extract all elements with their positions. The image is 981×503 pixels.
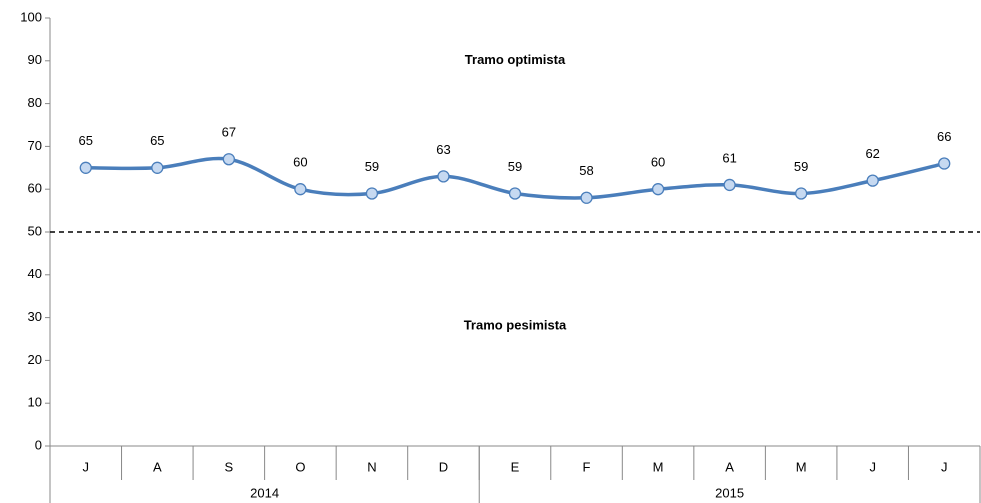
data-label: 62 <box>865 146 879 161</box>
point <box>151 161 164 174</box>
y-tick-label: 50 <box>28 223 42 238</box>
data-label: 60 <box>293 155 307 170</box>
point <box>580 191 593 204</box>
data-label: 67 <box>222 125 236 140</box>
point <box>651 183 665 196</box>
point <box>723 178 736 192</box>
point <box>508 187 522 200</box>
point <box>938 157 951 170</box>
point <box>79 161 92 174</box>
y-tick-label: 40 <box>28 266 42 281</box>
data-label: 58 <box>579 163 593 178</box>
group-label: 2014 <box>250 485 279 500</box>
x-tick-label: A <box>725 459 734 474</box>
x-tick-label: O <box>295 459 305 474</box>
y-tick-label: 100 <box>20 9 42 24</box>
y-tick-label: 60 <box>28 181 42 196</box>
x-tick-label: F <box>583 459 591 474</box>
data-label: 63 <box>436 142 450 157</box>
data-label: 59 <box>508 159 522 174</box>
data-label: 59 <box>794 159 808 174</box>
point <box>795 187 808 200</box>
y-tick-label: 0 <box>35 437 42 452</box>
x-tick-label: J <box>83 459 90 474</box>
y-tick-label: 70 <box>28 138 42 153</box>
point <box>294 183 307 196</box>
x-tick-label: S <box>225 459 234 474</box>
point <box>365 187 379 200</box>
x-tick-label: N <box>367 459 376 474</box>
data-label: 60 <box>651 155 665 170</box>
data-label: 65 <box>79 133 93 148</box>
y-tick-label: 30 <box>28 309 42 324</box>
x-tick-label: M <box>796 459 807 474</box>
x-tick-label: E <box>511 459 520 474</box>
point <box>866 174 879 187</box>
group-label: 2015 <box>715 485 744 500</box>
x-tick-label: J <box>941 459 948 474</box>
x-tick-label: D <box>439 459 448 474</box>
y-tick-label: 20 <box>28 352 42 367</box>
data-label: 59 <box>365 159 379 174</box>
data-label: 66 <box>937 129 951 144</box>
data-label: 61 <box>722 150 736 165</box>
x-tick-label: J <box>869 459 876 474</box>
y-tick-label: 10 <box>28 395 42 410</box>
data-label: 65 <box>150 133 164 148</box>
y-tick-label: 90 <box>28 52 42 67</box>
point <box>222 153 235 166</box>
annotation: Tramo pesimista <box>464 318 567 333</box>
point <box>437 170 450 183</box>
annotation: Tramo optimista <box>465 52 566 67</box>
x-tick-label: A <box>153 459 162 474</box>
y-tick-label: 80 <box>28 95 42 110</box>
x-tick-label: M <box>653 459 664 474</box>
